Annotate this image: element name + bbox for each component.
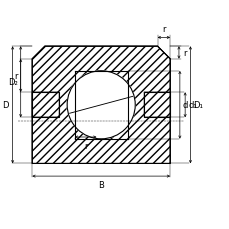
Text: D₁: D₁ <box>193 101 202 110</box>
Text: B: B <box>98 180 104 189</box>
Polygon shape <box>143 93 169 118</box>
Text: D: D <box>3 101 9 110</box>
Text: r: r <box>161 25 165 34</box>
Text: r: r <box>182 49 186 58</box>
Circle shape <box>67 71 135 139</box>
Text: r: r <box>14 72 17 81</box>
Text: r: r <box>84 142 87 150</box>
Polygon shape <box>32 93 59 118</box>
Polygon shape <box>32 47 169 164</box>
Text: D₂: D₂ <box>8 78 18 87</box>
Text: d: d <box>182 101 187 110</box>
Text: d₁: d₁ <box>187 101 196 110</box>
